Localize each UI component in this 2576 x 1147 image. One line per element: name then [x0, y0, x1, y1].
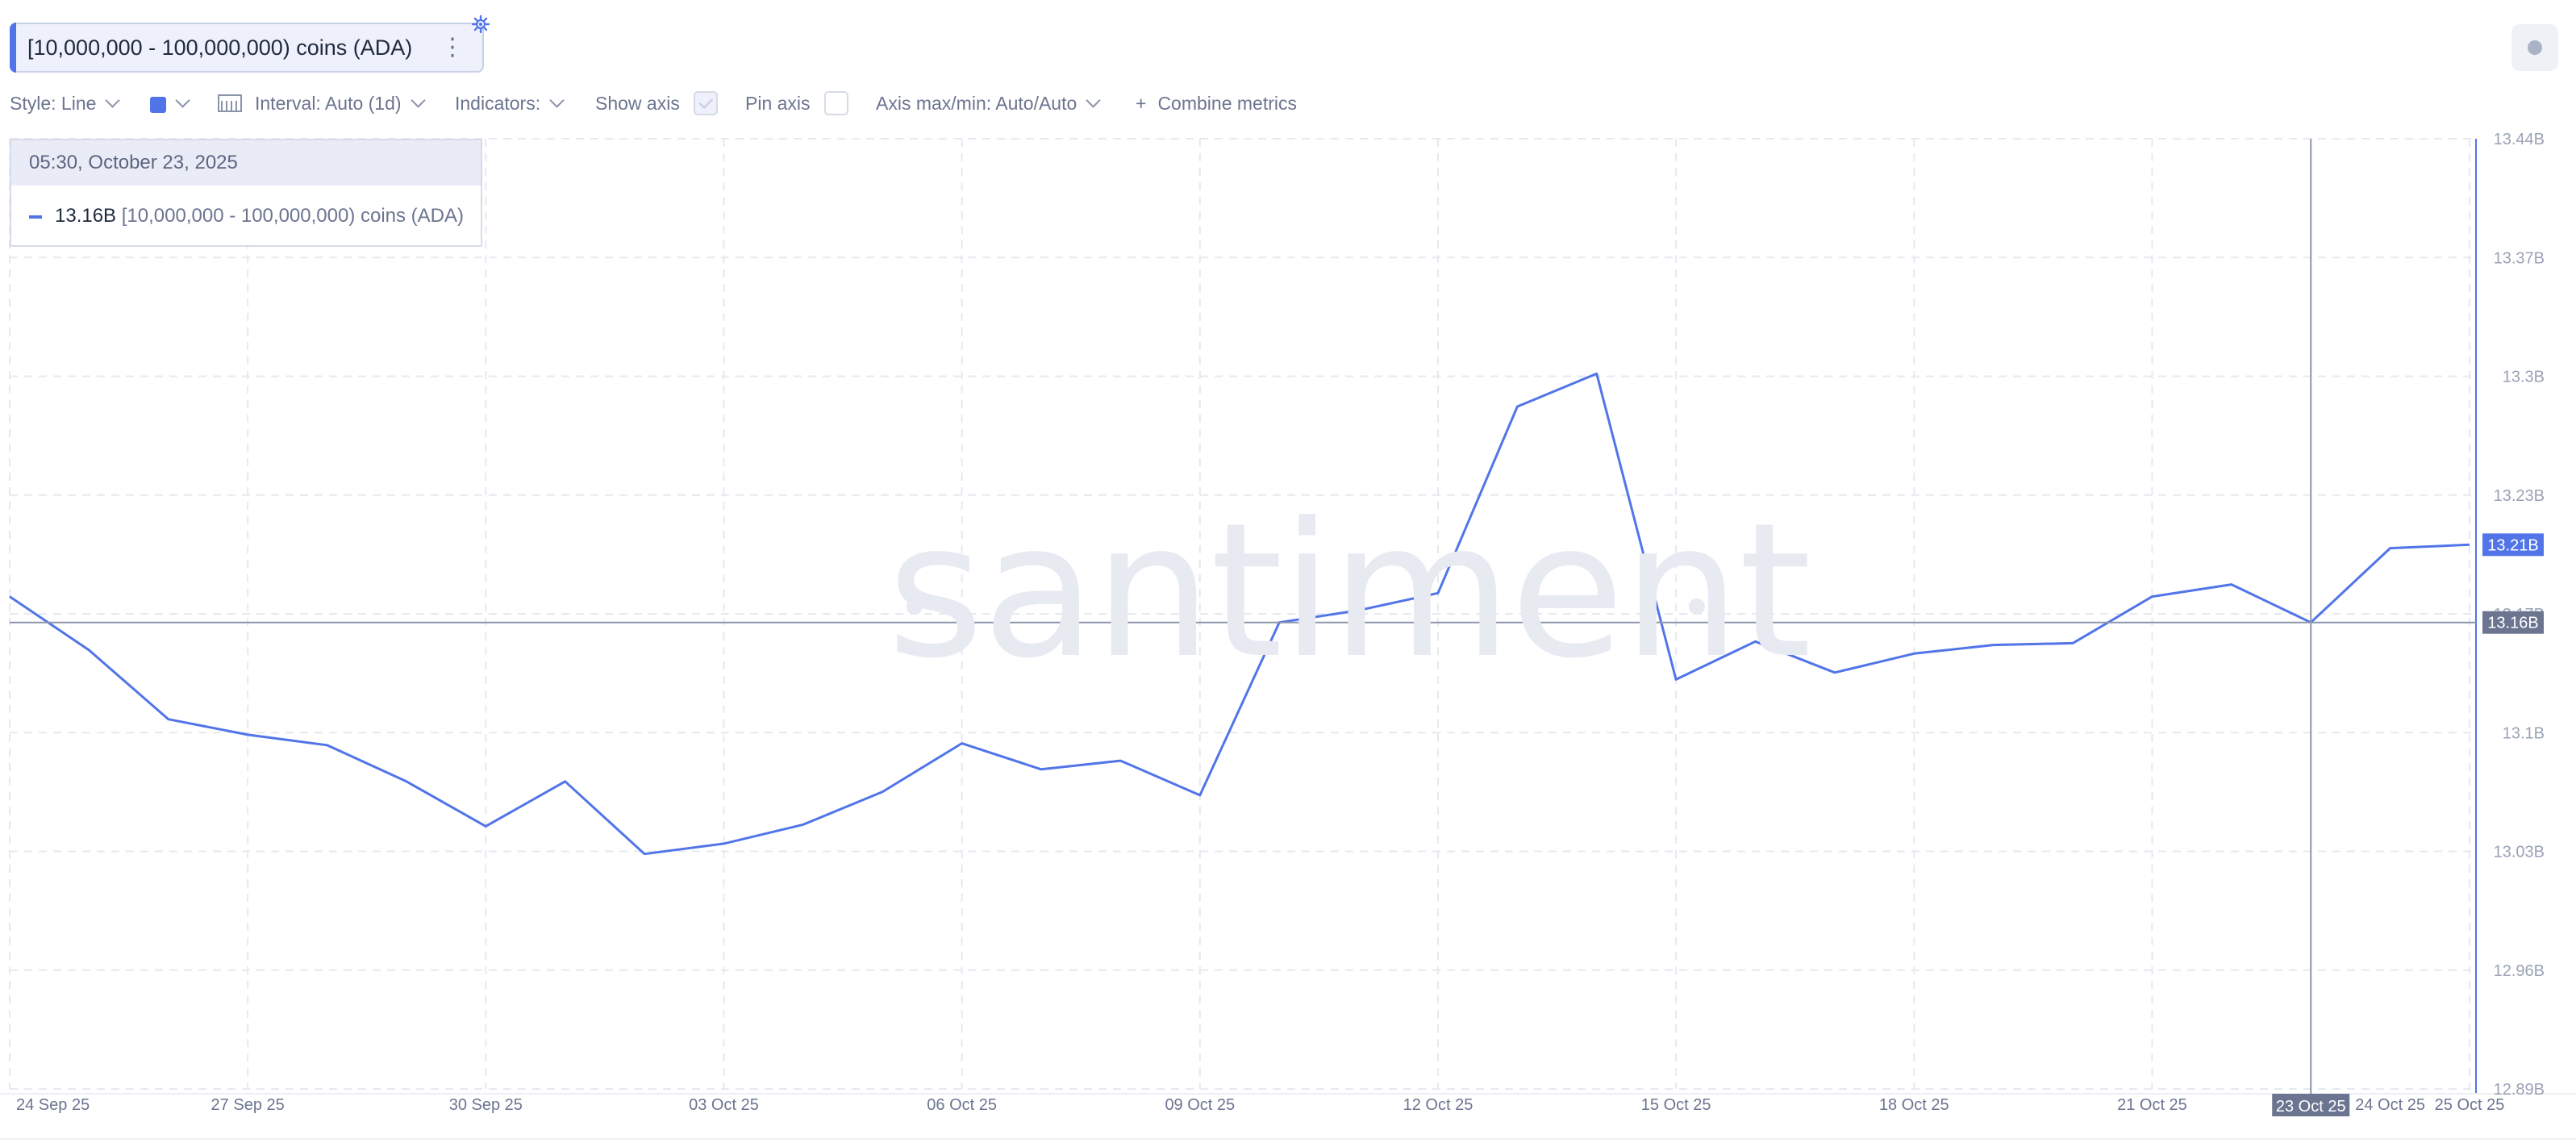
x-tick-label: 30 Sep 25: [449, 1096, 523, 1114]
interval-dropdown[interactable]: Interval: Auto (1d): [218, 87, 426, 119]
axis-maxmin-label: Axis max/min: Auto/Auto: [876, 93, 1078, 114]
x-tick-label: 27 Sep 25: [211, 1096, 285, 1114]
combine-metrics-label: Combine metrics: [1157, 93, 1297, 114]
tooltip-series-name: [10,000,000 - 100,000,000) coins (ADA): [121, 205, 465, 227]
interval-label: Interval: Auto (1d): [255, 93, 402, 114]
style-label: Style: Line: [10, 93, 97, 114]
tooltip-value: 13.16B: [55, 205, 117, 227]
x-tick-label: 24 Oct 25: [2355, 1096, 2425, 1114]
x-tick-label: 06 Oct 25: [927, 1096, 997, 1114]
crosshair-overlay: 23 Oct 25 13.16B 13.21B: [10, 139, 2544, 1116]
x-tick-label: 03 Oct 25: [689, 1096, 759, 1114]
x-tick-label: 18 Oct 25: [1879, 1096, 1949, 1114]
x-tick-label: 09 Oct 25: [1165, 1096, 1235, 1114]
series-color-dash: [29, 215, 42, 219]
watermark-dot-right: [1689, 599, 1705, 615]
metric-chip[interactable]: [10,000,000 - 100,000,000) coins (ADA) ⋮: [10, 23, 484, 73]
chevron-down-icon: [175, 93, 190, 108]
x-tick-label: 24 Sep 25: [16, 1096, 90, 1114]
y-tick-label: 12.96B: [2494, 962, 2545, 980]
metric-label: [10,000,000 - 100,000,000) coins (ADA): [27, 35, 413, 60]
style-dropdown[interactable]: Style: Line: [10, 87, 121, 119]
y-tick-label: 13.03B: [2494, 844, 2545, 861]
crosshair-value-label: 13.16B: [2487, 615, 2538, 632]
x-axis-ticks: 24 Sep 25 27 Sep 25 30 Sep 25 03 Oct 25 06 O…: [16, 1096, 2504, 1114]
color-picker[interactable]: [150, 87, 190, 119]
vertical-dots-icon[interactable]: ⋮: [440, 34, 465, 60]
tooltip-date: 05:30, October 23, 2025: [11, 140, 481, 186]
x-tick-label: 12 Oct 25: [1403, 1096, 1473, 1114]
combine-metrics-button[interactable]: + Combine metrics: [1136, 87, 1297, 119]
hover-tooltip: 05:30, October 23, 2025 13.16B [10,000,0…: [10, 139, 482, 247]
gear-icon[interactable]: [471, 15, 490, 34]
pin-axis-toggle[interactable]: Pin axis: [745, 87, 811, 119]
plus-icon: +: [1136, 93, 1147, 114]
series-line: [9, 372, 2470, 856]
pin-axis-label: Pin axis: [745, 93, 811, 114]
x-tick-label: 25 Oct 25: [2435, 1096, 2505, 1114]
santiment-watermark: santiment: [887, 484, 1811, 699]
crosshair-date-badge: [2272, 1094, 2350, 1116]
y-tick-label: 13.1B: [2503, 724, 2545, 742]
pin-axis-checkbox[interactable]: [824, 91, 848, 115]
indicators-dropdown[interactable]: Indicators:: [455, 87, 565, 119]
x-tick-label: 15 Oct 25: [1641, 1096, 1711, 1114]
show-axis-label: Show axis: [595, 93, 680, 114]
options-button[interactable]: [2511, 24, 2558, 71]
dot-icon: [2528, 40, 2542, 55]
y-tick-label: 13.3B: [2503, 369, 2545, 386]
y-tick-label: 13.23B: [2494, 487, 2545, 505]
watermark-dot-left: [907, 599, 923, 615]
last-value-label: 13.21B: [2487, 536, 2538, 554]
color-swatch: [150, 96, 166, 113]
crosshair-value-badge: [2482, 611, 2544, 634]
y-tick-label: 13.37B: [2494, 249, 2545, 267]
tooltip-row: 13.16B [10,000,000 - 100,000,000) coins …: [11, 186, 481, 247]
ruler-icon: [218, 94, 242, 112]
chevron-down-icon: [549, 93, 565, 108]
metric-color-accent: [10, 23, 16, 73]
y-tick-label: 12.89B: [2494, 1081, 2545, 1099]
chevron-down-icon: [410, 93, 426, 108]
axis-maxmin-dropdown[interactable]: Axis max/min: Auto/Auto: [876, 87, 1101, 119]
chevron-down-icon: [105, 93, 121, 108]
x-tick-label: 21 Oct 25: [2117, 1096, 2187, 1114]
show-axis-checkbox[interactable]: [694, 91, 718, 115]
y-tick-label: 13.44B: [2494, 131, 2545, 148]
indicators-label: Indicators:: [455, 93, 541, 114]
last-value-badge: [2482, 533, 2544, 557]
chevron-down-icon: [1086, 93, 1101, 108]
chart-grid: [0, 138, 2576, 1140]
show-axis-toggle[interactable]: Show axis: [595, 87, 680, 119]
crosshair-date-label: 23 Oct 25: [2276, 1098, 2346, 1116]
